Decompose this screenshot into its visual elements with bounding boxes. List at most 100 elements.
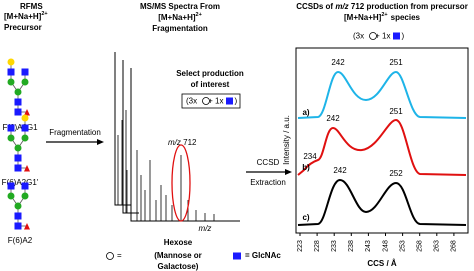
comp-part: (3x [186, 97, 197, 106]
comp-part: + 1x [208, 97, 223, 106]
ms-ion: [M+Na+H]2+ [158, 12, 202, 22]
precursor-ion: [M+Na+H]2+ [4, 11, 48, 21]
species: species [391, 13, 421, 22]
composition: (3x + 1x) [186, 97, 237, 106]
title-part: 712 production from precursor [351, 2, 468, 11]
comp-part: + 1x [375, 32, 390, 41]
legend-eq: = [117, 251, 122, 260]
mannose [21, 134, 29, 142]
mannose [14, 144, 22, 152]
glcnac [14, 108, 22, 116]
trace [297, 118, 467, 176]
peak-label: 242 [331, 58, 345, 67]
glcnac [21, 124, 29, 132]
glcnac [14, 222, 22, 230]
spectrum-frame [130, 68, 240, 222]
x-tick-label: 228 [314, 240, 321, 252]
x-tick-label: 248 [382, 240, 389, 252]
x-tick-label: 223 [297, 240, 304, 252]
hexose-symbol [369, 32, 377, 40]
mz-label: m/z 712 [168, 138, 197, 147]
glcnac [14, 164, 22, 172]
mannose [14, 88, 22, 96]
x-tick-label: 263 [434, 240, 441, 252]
select-text: Select production [176, 69, 244, 78]
precursor-label: Precursor [4, 23, 42, 32]
ccsd-subtitle: [M+Na+H]2+ species [344, 12, 421, 22]
glcnac [7, 124, 15, 132]
rfms-title: RFMS [20, 2, 43, 11]
galactose [7, 58, 15, 66]
x-tick-label: 258 [417, 240, 424, 252]
trace-label: a) [302, 108, 309, 117]
x-tick-label: 253 [399, 240, 406, 252]
glcnac [14, 154, 22, 162]
trace [297, 70, 467, 119]
arrow-label: CCSD [257, 158, 280, 167]
peak-label: 252 [389, 169, 403, 178]
select-text: of interest [191, 80, 230, 89]
title-part: CCSDs of [296, 2, 333, 11]
plot-frame [295, 47, 469, 234]
mz: m/z [168, 138, 181, 147]
arrow-head [285, 169, 292, 175]
charge: 2+ [381, 12, 387, 18]
ion: [M+Na+H] [4, 12, 42, 21]
mannose [7, 192, 15, 200]
trace-label: c) [302, 213, 309, 222]
glycan-label: F(6)A2G1' [2, 178, 39, 187]
ion: [M+Na+H] [344, 13, 382, 22]
fucose [24, 165, 30, 172]
trace-label: b) [302, 163, 310, 172]
spectrum-frame [122, 60, 139, 214]
arrow-label: Extraction [250, 178, 286, 187]
peak-label: 251 [389, 107, 403, 116]
fucose [24, 109, 30, 116]
x-tick-label: 268 [451, 240, 458, 252]
hexose-detail: (Mannose or [154, 251, 202, 260]
selection-ellipse [171, 144, 191, 222]
glycan-label: F(6)A2 [8, 236, 33, 245]
composition: (3x + 1x) [353, 32, 404, 41]
charge: 2+ [41, 11, 47, 17]
glcnac [21, 182, 29, 190]
peak-label: 242 [333, 166, 347, 175]
mannose [7, 78, 15, 86]
hexose-symbol [106, 252, 114, 260]
comp-part: ) [401, 32, 404, 41]
comp-part: ) [234, 97, 237, 106]
glcnac-label: = GlcNAc [245, 251, 281, 260]
peak-label: 234 [303, 152, 317, 161]
y-label: Intensity / a.u. [282, 115, 291, 165]
x-label: CCS / Å [367, 259, 397, 268]
mz-value: 712 [183, 138, 197, 147]
fucose [24, 223, 30, 230]
ms-title: MS/MS Spectra From [140, 2, 220, 11]
arrow-label: Fragmentation [49, 128, 101, 137]
trace [297, 178, 467, 226]
glycan-label: F(6)A2G1 [2, 123, 38, 132]
x-tick-label: 243 [365, 240, 372, 252]
mannose [14, 202, 22, 210]
hexose-detail: Galactose) [158, 262, 199, 271]
mannose [7, 134, 15, 142]
hexose-symbol [202, 97, 210, 105]
glcnac [21, 68, 29, 76]
ccsd-title: CCSDs of m/z 712 production from precurs… [296, 2, 468, 11]
glcnac-symbol [233, 252, 241, 260]
glcnac [14, 98, 22, 106]
peak-label: 242 [326, 114, 340, 123]
glcnac [7, 68, 15, 76]
composition-box [181, 93, 241, 109]
charge: 2+ [196, 12, 202, 18]
spectrum [117, 110, 215, 221]
glcnac-symbol [226, 97, 233, 105]
comp-part: (3x [353, 32, 364, 41]
mannose [21, 192, 29, 200]
hexose-label: Hexose [164, 238, 193, 247]
ms-subtitle: Fragmentation [152, 24, 208, 33]
glcnac-symbol [393, 32, 400, 40]
glcnac [14, 212, 22, 220]
x-tick-label: 238 [348, 240, 355, 252]
